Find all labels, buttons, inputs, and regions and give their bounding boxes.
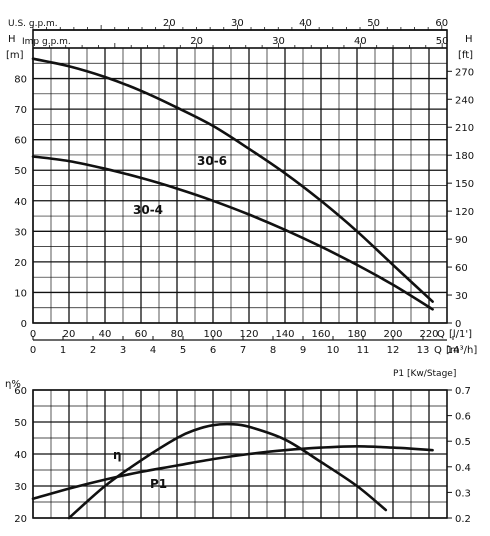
power-tick-label: 0.2 [455, 514, 471, 525]
head-ft-tick-label: 30 [455, 291, 468, 302]
head-m-unit: [m] [6, 50, 24, 61]
flow-lpm-tick-label: 40 [99, 329, 112, 340]
series-label-eta: η [113, 448, 122, 462]
head-ft-tick-label: 150 [455, 179, 474, 190]
head-ft-tick-label: 180 [455, 151, 474, 162]
head-m-tick-label: 10 [14, 288, 27, 299]
power-tick-label: 0.7 [455, 386, 471, 397]
flow-m3h-tick-label: 6 [210, 345, 216, 356]
flow-m3h-tick-label: 14 [447, 345, 460, 356]
flow-lpm-tick-label: 20 [63, 329, 76, 340]
head-m-tick-label: 40 [14, 197, 27, 208]
head-ft-axis-label: H [465, 34, 473, 45]
flow-lpm-tick-label: 100 [203, 329, 222, 340]
us-gpm-tick-label: 50 [367, 18, 380, 29]
power-tick-label: 0.6 [455, 412, 471, 423]
flow-lpm-unit: [l/1'] [449, 329, 472, 340]
flow-lpm-tick-label: 180 [347, 329, 366, 340]
us-gpm-tick-label: 30 [231, 18, 244, 29]
flow-m3h-tick-label: 7 [240, 345, 246, 356]
flow-m3h-tick-label: 4 [150, 345, 156, 356]
head-m-axis-label: H [8, 34, 16, 45]
flow-lpm-tick-label: 80 [171, 329, 184, 340]
imp-gpm-scale-label: Imp g.p.m. [22, 37, 71, 47]
flow-lpm-tick-label: 220 [419, 329, 438, 340]
power-axis-title: P1 [Kw/Stage] [393, 369, 456, 379]
head-curve-30-6 [31, 57, 434, 303]
flow-m3h-tick-label: 1 [60, 345, 66, 356]
flow-m3h-tick-label: 12 [387, 345, 400, 356]
head-m-tick-label: 30 [14, 227, 27, 238]
head-ft-tick-label: 60 [455, 263, 468, 274]
efficiency-tick-label: 20 [14, 514, 27, 525]
flow-lpm-tick-label: 60 [135, 329, 148, 340]
flow-m3h-unit: [m³/h] [446, 345, 477, 356]
flow-m3h-tick-label: 8 [270, 345, 276, 356]
imp-gpm-tick-label: 20 [190, 36, 203, 47]
series-label-30-6: 30-6 [197, 154, 227, 168]
flow-lpm-tick-label: 160 [311, 329, 330, 340]
head-m-tick-label: 60 [14, 136, 27, 147]
us-gpm-tick-label: 40 [299, 18, 312, 29]
flow-lpm-tick-label: 120 [239, 329, 258, 340]
imp-gpm-tick-label: 50 [436, 36, 449, 47]
flow-lpm-tick-label: 0 [30, 329, 36, 340]
series-label-p1: P1 [150, 477, 167, 491]
flow-lpm-axis-label: Q [437, 329, 445, 340]
efficiency-tick-label: 40 [14, 450, 27, 461]
flow-m3h-tick-label: 3 [120, 345, 126, 356]
series-label-30-4: 30-4 [133, 203, 163, 217]
head-ft-tick-label: 0 [455, 319, 461, 330]
power-tick-label: 0.5 [455, 437, 471, 448]
efficiency-power-chart: 20 30 40 50 60η% 0.2 0.3 0.4 0.5 0.6 0.7 P1 [Kw/Sta… [5, 369, 471, 525]
flow-m3h-tick-label: 5 [180, 345, 186, 356]
head-ft-tick-label: 240 [455, 95, 474, 106]
flow-m3h-tick-label: 10 [327, 345, 340, 356]
head-curve-30-4 [31, 155, 434, 311]
power-tick-label: 0.3 [455, 488, 471, 499]
flow-m3h-tick-label: 9 [300, 345, 306, 356]
us-gpm-tick-label: 60 [435, 18, 448, 29]
flow-m3h-tick-label: 11 [357, 345, 370, 356]
us-gpm-tick-label: 20 [163, 18, 176, 29]
imp-gpm-tick-label: 40 [354, 36, 367, 47]
head-chart: 01020304050607080H[m]0306090120150180210… [6, 18, 477, 356]
flow-m3h-tick-label: 2 [90, 345, 96, 356]
head-ft-unit: [ft] [458, 50, 473, 61]
flow-m3h-tick-label: 0 [30, 345, 36, 356]
head-m-tick-label: 80 [14, 75, 27, 86]
flow-m3h-tick-label: 13 [417, 345, 430, 356]
head-ft-tick-label: 120 [455, 207, 474, 218]
head-m-tick-label: 70 [14, 105, 27, 116]
head-m-tick-label: 0 [21, 319, 27, 330]
imp-gpm-tick-label: 30 [272, 36, 285, 47]
efficiency-tick-label: 50 [14, 418, 27, 429]
efficiency-curve [67, 422, 388, 520]
flow-m3h-axis-label: Q [434, 345, 442, 356]
efficiency-tick-label: 30 [14, 482, 27, 493]
efficiency-tick-label: 60 [14, 386, 27, 397]
head-m-tick-label: 50 [14, 166, 27, 177]
power-tick-label: 0.4 [455, 463, 471, 474]
power-curve [31, 444, 434, 501]
flow-lpm-tick-label: 140 [275, 329, 294, 340]
head-ft-tick-label: 90 [455, 235, 468, 246]
head-ft-tick-label: 210 [455, 123, 474, 134]
head-ft-tick-label: 270 [455, 67, 474, 78]
us-gpm-scale-label: U.S. g.p.m. [8, 19, 58, 29]
efficiency-axis-label: η% [5, 379, 21, 390]
flow-lpm-tick-label: 200 [383, 329, 402, 340]
head-m-tick-label: 20 [14, 258, 27, 269]
